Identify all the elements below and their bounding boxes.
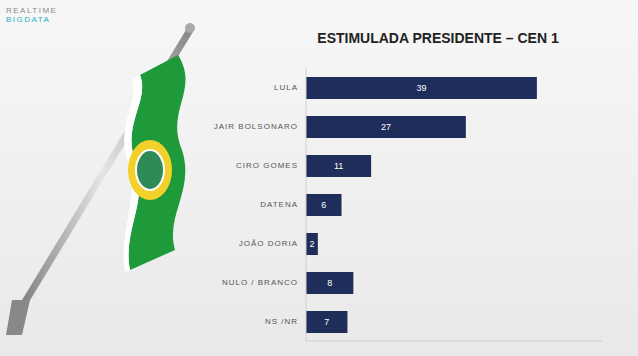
svg-text:2: 2 [309, 239, 314, 249]
svg-text:CIRO GOMES: CIRO GOMES [236, 161, 298, 170]
svg-text:6: 6 [321, 200, 326, 210]
svg-text:JAIR BOLSONARO: JAIR BOLSONARO [214, 122, 298, 131]
html-text:BIGDATA: BIGDATA [6, 15, 51, 24]
svg-text:8: 8 [327, 278, 332, 288]
svg-text:NS /NR: NS /NR [265, 317, 298, 326]
svg-text:7: 7 [324, 317, 329, 327]
svg-text:DATENA: DATENA [260, 200, 298, 209]
svg-text:NULO / BRANCO: NULO / BRANCO [222, 278, 298, 287]
svg-text:JOÃO DORIA: JOÃO DORIA [239, 239, 298, 248]
html-text:REALTIME: REALTIME [6, 6, 58, 15]
svg-text:LULA: LULA [274, 83, 298, 92]
svg-text:27: 27 [381, 122, 391, 132]
html-text:ESTIMULADA PRESIDENTE – CEN 1: ESTIMULADA PRESIDENTE – CEN 1 [317, 30, 559, 46]
svg-text:39: 39 [416, 83, 426, 93]
svg-text:11: 11 [334, 161, 343, 171]
